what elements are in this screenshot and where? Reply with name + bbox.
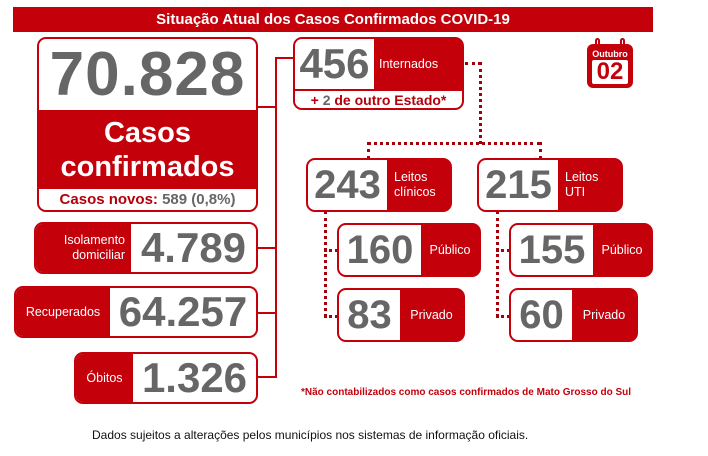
new-cases-label: Casos novos: xyxy=(59,191,158,208)
footnote: *Não contabilizados como casos confirmad… xyxy=(301,387,632,398)
icu-beds-card: 215 Leitos UTI xyxy=(477,158,623,212)
deaths-card: Óbitos 1.326 xyxy=(74,352,258,404)
other-state-count: 2 xyxy=(322,92,331,108)
clinical-beds-label-line2: clínicos xyxy=(394,185,436,199)
isolation-label-line1: Isolamento xyxy=(63,233,125,247)
confirmed-label-band: Casos confirmados xyxy=(39,110,256,189)
clinical-beds-value: 243 xyxy=(308,160,387,210)
other-state-row: + 2 de outro Estado* xyxy=(295,89,462,108)
page-title: Situação Atual dos Casos Confirmados COV… xyxy=(13,7,653,32)
icu-public-label: Público xyxy=(601,242,643,257)
recovered-label: Recuperados xyxy=(16,288,110,336)
confirmed-cases-card: 70.828 Casos confirmados Casos novos: 58… xyxy=(37,37,258,212)
confirmed-total: 70.828 xyxy=(49,40,246,109)
hospitalized-label: Internados xyxy=(379,57,439,71)
icu-beds-value: 215 xyxy=(479,160,558,210)
calendar-month: Outubro xyxy=(592,49,628,59)
isolation-card: Isolamento domiciliar 4.789 xyxy=(34,222,258,274)
confirmed-label-line1: Casos xyxy=(103,117,192,149)
isolation-label-line2: domiciliar xyxy=(72,248,125,262)
new-cases-row: Casos novos: 589 (0,8%) xyxy=(39,189,256,210)
clinical-beds-label-line1: Leitos xyxy=(394,170,428,184)
confirmed-label-line2: confirmados xyxy=(60,151,235,183)
footer-note: Dados sujeitos a alterações pelos municí… xyxy=(92,428,529,442)
clinical-beds-card: 243 Leitos clínicos xyxy=(306,158,452,212)
icu-public-value: 155 xyxy=(511,225,593,275)
icu-private-label: Privado xyxy=(582,307,626,322)
clinical-public-label: Público xyxy=(429,242,471,257)
hospitalized-card: 456 Internados + 2 de outro Estado* xyxy=(293,37,464,110)
clinical-private-value: 83 xyxy=(339,290,400,340)
deaths-label: Óbitos xyxy=(76,354,133,402)
recovered-card: Recuperados 64.257 xyxy=(14,286,258,338)
clinical-public-card: 160 Público xyxy=(337,223,481,277)
hospitalized-value: 456 xyxy=(295,39,374,89)
other-state-text: de outro Estado* xyxy=(334,92,447,108)
icu-public-card: 155 Público xyxy=(509,223,653,277)
icu-private-card: 60 Privado xyxy=(509,288,638,342)
icu-beds-label-line2: UTI xyxy=(565,185,586,199)
calendar-day: 02 xyxy=(596,58,624,85)
recovered-value: 64.257 xyxy=(118,288,248,335)
icu-private-value: 60 xyxy=(511,290,572,340)
connector-line xyxy=(275,57,277,378)
clinical-private-card: 83 Privado xyxy=(337,288,465,342)
icu-beds-label-line1: Leitos xyxy=(565,170,599,184)
plus-icon: + xyxy=(310,92,319,108)
calendar-icon: Outubro 02 xyxy=(587,38,633,88)
clinical-private-label: Privado xyxy=(410,307,453,322)
new-cases-value: 589 (0,8%) xyxy=(162,191,236,208)
isolation-value: 4.789 xyxy=(140,224,247,271)
deaths-value: 1.326 xyxy=(141,354,248,401)
dotted-connector xyxy=(465,62,481,65)
clinical-public-value: 160 xyxy=(339,225,421,275)
